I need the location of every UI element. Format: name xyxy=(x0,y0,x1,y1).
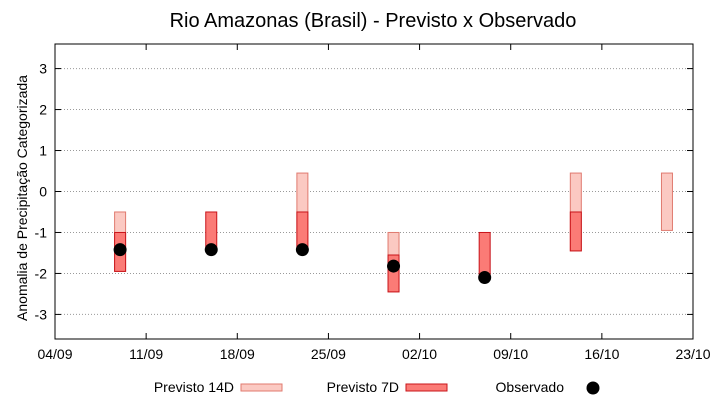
x-tick-label: 04/09 xyxy=(37,346,72,362)
observado-point xyxy=(478,271,492,285)
observado-point xyxy=(113,243,127,257)
y-tick-label: 3 xyxy=(39,61,47,77)
x-tick-label: 18/09 xyxy=(220,346,255,362)
observado-point xyxy=(387,259,401,273)
x-tick-label: 23/10 xyxy=(675,346,710,362)
observado-point xyxy=(295,243,309,257)
previsto-7d-bar xyxy=(478,231,491,276)
previsto-14d-bar xyxy=(660,172,673,231)
y-tick-label: 1 xyxy=(39,143,47,159)
x-tick-label: 11/09 xyxy=(129,346,163,362)
x-tick-label: 16/10 xyxy=(584,346,619,362)
y-tick-label: 2 xyxy=(39,102,47,118)
legend-previsto-7d-swatch xyxy=(405,383,448,392)
grid xyxy=(55,68,693,315)
legend: Previsto 14D Previsto 7D Observado xyxy=(154,379,600,395)
x-tick-label: 02/10 xyxy=(402,346,437,362)
y-tick-label: -1 xyxy=(35,224,48,240)
y-axis-label: Anomalia de Precipitação Categorizada xyxy=(14,75,30,321)
legend-observado-swatch xyxy=(586,381,600,395)
previsto-7d-bar xyxy=(569,211,582,252)
previsto-7d-bar xyxy=(387,254,400,293)
y-tick-label: 0 xyxy=(39,184,47,200)
observado-point xyxy=(204,243,218,257)
y-tick-label: -3 xyxy=(35,306,48,322)
legend-previsto-14d-label: Previsto 14D xyxy=(154,379,234,395)
y-tick-label: -2 xyxy=(35,265,48,281)
data-marks xyxy=(113,172,673,293)
legend-previsto-14d-swatch xyxy=(240,383,283,392)
axis-ticks: 3 2 1 0 -1 -2 -3 04/09 11/09 18/09 25/09 02/10 09/10… xyxy=(35,44,711,362)
x-tick-label: 25/09 xyxy=(311,346,346,362)
chart-title: Rio Amazonas (Brasil) - Previsto x Obser… xyxy=(170,10,577,32)
legend-previsto-7d-label: Previsto 7D xyxy=(327,379,399,395)
legend-observado-label: Observado xyxy=(496,379,565,395)
x-tick-label: 09/10 xyxy=(493,346,528,362)
